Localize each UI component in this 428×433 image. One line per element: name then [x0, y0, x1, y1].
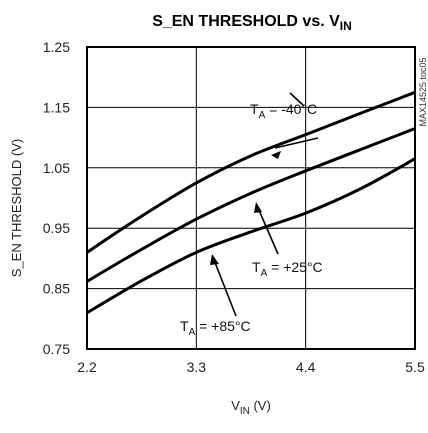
tick-labels: 2.2 3.3 4.4 5.5 1.25 1.15 1.05 0.95 0.85 0.75: [43, 39, 425, 375]
y-tick-label: 1.25: [43, 39, 70, 55]
x-tick-label: 5.5: [405, 359, 425, 375]
y-tick-label: 1.15: [43, 99, 70, 115]
series-line-1: [86, 127, 416, 283]
annotation-plus25: TA = +25°C: [252, 202, 323, 279]
annotation-label-plus85: TA = +85°C: [180, 318, 251, 338]
annotation-arrowhead-plus85: [210, 254, 219, 265]
annotation-label-plus25: TA = +25°C: [252, 259, 323, 279]
annotation-arrow-minus40-shaft: [289, 92, 305, 107]
annotation-arrow-minus40: [274, 137, 319, 149]
y-tick-label: 0.75: [43, 341, 70, 357]
chart-title: S_EN THRESHOLD vs. VIN: [152, 13, 352, 33]
x-axis-label-main: V: [231, 398, 240, 413]
chart-title-sub: IN: [340, 19, 352, 33]
x-tick-label: 2.2: [77, 359, 97, 375]
series-line-0: [86, 90, 416, 254]
series-line-2: [86, 157, 416, 315]
plot-frame: [86, 46, 416, 350]
grid: [87, 47, 415, 349]
annotation-arrowhead-plus25: [254, 202, 262, 213]
x-axis-label-suffix: (V): [250, 398, 271, 413]
x-axis-label-sub: IN: [240, 406, 250, 417]
y-tick-label: 0.85: [43, 281, 70, 297]
annotation-arrow-plus25: [257, 207, 279, 255]
annotation-minus40: TA = -40°C: [250, 92, 319, 159]
annotation-arrow-plus85: [213, 259, 237, 317]
x-tick-label: 3.3: [187, 359, 207, 375]
x-axis-label: VIN (V): [231, 398, 271, 417]
side-label: MAX14525 toc05: [418, 57, 428, 126]
annotation-arrowhead-minus40: [271, 151, 281, 159]
chart-title-main: S_EN THRESHOLD vs. V: [152, 13, 340, 30]
y-tick-label: 1.05: [43, 160, 70, 176]
y-tick-label: 0.95: [43, 220, 70, 236]
y-axis-label: S_EN THRESHOLD (V): [9, 139, 24, 277]
annotation-plus85: TA = +85°C: [180, 254, 251, 338]
x-tick-label: 4.4: [296, 359, 316, 375]
series: [86, 90, 416, 315]
annotation-label-minus40: TA = -40°C: [250, 101, 317, 121]
